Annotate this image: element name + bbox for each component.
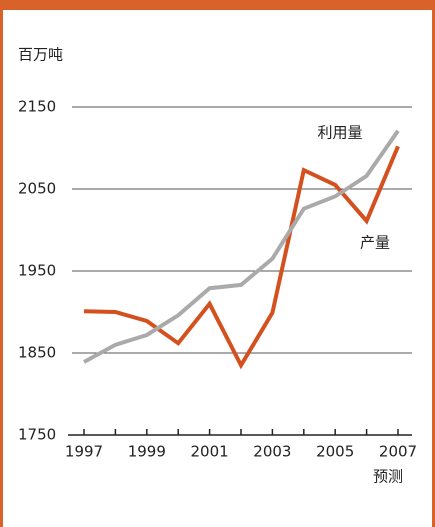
y-tick-label: 1850	[18, 344, 56, 362]
x-tick-label: 2003	[253, 443, 291, 461]
y-axis-label: 百万吨	[18, 46, 63, 64]
x-tick-label: 1999	[128, 443, 166, 461]
series-label: 利用量	[317, 124, 362, 142]
top-bar	[0, 0, 435, 10]
x-tick-label: 2007	[379, 443, 417, 461]
annotation: 预测	[373, 468, 403, 486]
y-tick-label: 1950	[18, 262, 56, 280]
grid: 1750 1850 1950 2050 2150 1997 1999 2001 2003 2005…	[18, 98, 417, 461]
lines	[83, 129, 400, 370]
y-tick-label: 2050	[18, 180, 56, 198]
right-border	[432, 0, 435, 527]
series-line	[83, 145, 400, 370]
left-border	[0, 0, 3, 527]
series-line	[83, 129, 400, 364]
x-tick-label: 2005	[316, 443, 354, 461]
y-tick-label: 1750	[18, 426, 56, 444]
x-tick-label: 1997	[65, 443, 103, 461]
x-tick-label: 2001	[191, 443, 229, 461]
series-label: 产量	[360, 234, 390, 252]
y-tick-label: 2150	[18, 98, 56, 116]
